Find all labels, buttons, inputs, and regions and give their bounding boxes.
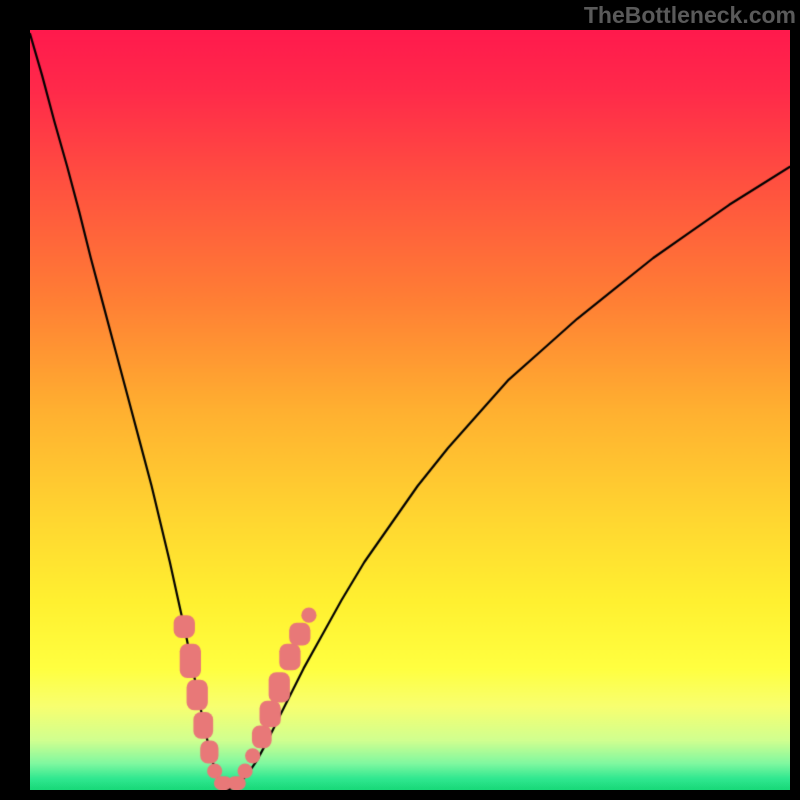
bottleneck-curve-canvas xyxy=(30,30,790,790)
plot-area xyxy=(30,30,790,790)
chart-stage: TheBottleneck.com xyxy=(0,0,800,800)
watermark-text: TheBottleneck.com xyxy=(584,2,796,29)
